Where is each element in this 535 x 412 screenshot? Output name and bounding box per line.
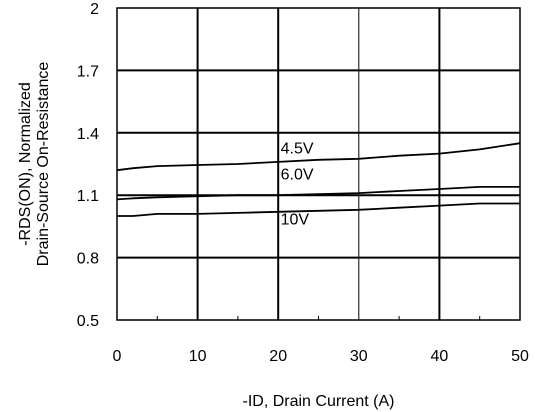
grid: [117, 8, 520, 320]
y-tick-labels: 0.5 0.8 1.1 1.4 1.7 2: [77, 1, 99, 330]
x-tick-label: 50: [511, 348, 529, 365]
series-line-45v: [116, 142, 521, 172]
y-tick-label: 0.5: [77, 313, 99, 330]
y-axis-title-line2: Drain-Source On-Resistance: [35, 62, 52, 267]
series-labels: 4.5V 6.0V 10V: [281, 141, 314, 229]
y-tick-label: 1.7: [77, 63, 99, 80]
y-tick-label: 1.1: [77, 188, 99, 205]
series-label: 6.0V: [281, 167, 314, 184]
series-label: 10V: [281, 211, 310, 228]
y-tick-label: 2: [90, 1, 99, 18]
series-label: 4.5V: [281, 141, 314, 158]
x-tick-labels: 0 10 20 30 40 50: [113, 348, 529, 365]
series-lines: [116, 142, 521, 217]
x-axis-title: -ID, Drain Current (A): [242, 393, 394, 410]
y-tick-label: 1.4: [77, 126, 99, 143]
x-tick-label: 40: [431, 348, 449, 365]
plot-frame: [116, 7, 521, 321]
series-line-60v: [116, 185, 520, 201]
x-tick-label: 0: [113, 348, 122, 365]
x-tick-label: 30: [350, 348, 368, 365]
x-tick-label: 20: [269, 348, 287, 365]
x-tick-label: 10: [189, 348, 207, 365]
series-line-10v: [117, 202, 520, 217]
y-tick-label: 0.8: [77, 251, 99, 268]
y-axis-title-line1: -RDS(ON), Normalized: [17, 82, 34, 246]
